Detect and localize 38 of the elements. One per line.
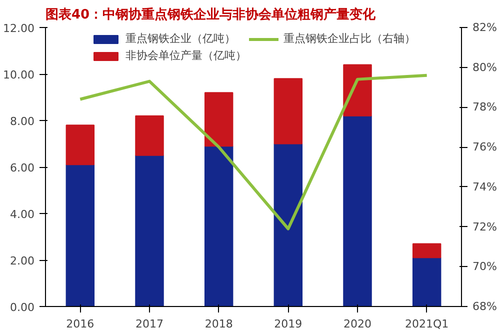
x-tick-label: 2017 xyxy=(136,318,164,330)
bar xyxy=(412,243,442,258)
y-tick-label: 8.00 xyxy=(10,115,35,128)
bar xyxy=(343,64,372,116)
y-tick-label: 0.00 xyxy=(10,301,35,314)
chart-title: 图表40：中钢协重点钢铁企业与非协会单位粗钢产量变化 xyxy=(46,6,377,22)
legend-label: 非协会单位产量（亿吨） xyxy=(126,48,246,63)
y2-tick-label: 68% xyxy=(472,300,497,313)
x-tick-label: 2020 xyxy=(344,318,372,330)
x-tick-label: 2019 xyxy=(274,318,302,330)
bar xyxy=(135,154,164,306)
bar xyxy=(66,164,95,306)
bar xyxy=(135,115,164,156)
legend-label: 重点钢铁企业（亿吨） xyxy=(126,31,236,46)
legend-label: 重点钢铁企业占比（右轴） xyxy=(284,31,416,46)
y-tick-label: 12.00 xyxy=(3,22,35,35)
y-tick-label: 2.00 xyxy=(10,254,35,268)
y2-tick-label: 76% xyxy=(472,140,497,154)
y-tick-label: 4.00 xyxy=(10,208,35,221)
bar xyxy=(274,78,303,144)
y2-tick-label: 70% xyxy=(472,260,497,274)
x-tick-label: 2018 xyxy=(204,318,233,330)
bar xyxy=(343,115,372,306)
bar xyxy=(204,146,234,306)
bar xyxy=(274,143,303,306)
bar xyxy=(66,124,95,166)
line-series xyxy=(78,74,428,230)
bar xyxy=(204,92,234,147)
y2-tick-label: 80% xyxy=(472,60,497,74)
bar xyxy=(412,257,442,306)
y-tick-label: 6.00 xyxy=(10,162,35,174)
y-tick-label: 10.00 xyxy=(3,68,35,82)
y2-tick-label: 78% xyxy=(472,100,497,114)
y2-tick-label: 72% xyxy=(472,220,497,234)
y2-tick-label: 74% xyxy=(472,180,497,194)
y2-tick-label: 82% xyxy=(472,21,497,34)
x-tick-label: 2021Q1 xyxy=(405,318,449,330)
x-tick-label: 2016 xyxy=(66,318,94,330)
